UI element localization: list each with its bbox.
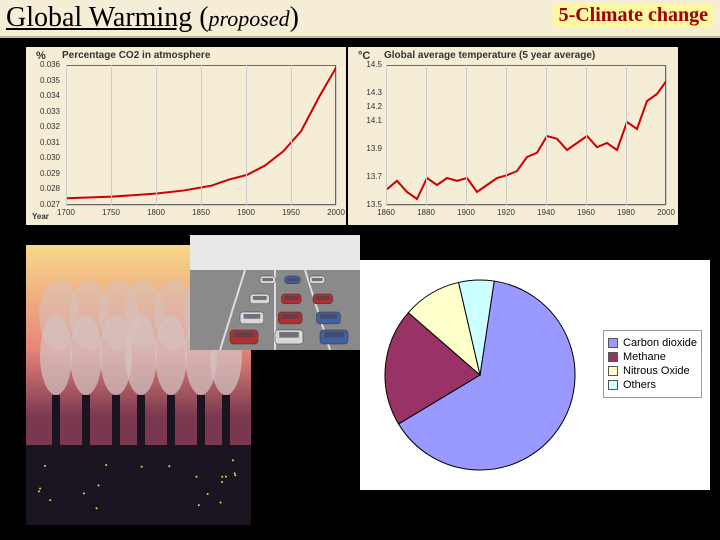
temp-ytick: 13.7 <box>354 172 382 181</box>
co2-chart-title: Percentage CO2 in atmosphere <box>62 50 210 61</box>
temp-xtick: 1860 <box>371 208 401 217</box>
title-text: Global Warming <box>6 2 192 33</box>
temp-ytick: 14.1 <box>354 116 382 125</box>
temp-chart-title: Global average temperature (5 year avera… <box>384 50 595 61</box>
paren-close: ) <box>290 2 299 33</box>
co2-xtick: 1950 <box>276 208 306 217</box>
legend-item: Methane <box>608 351 697 363</box>
co2-chart: % Percentage CO2 in atmosphere 0.0270.02… <box>26 47 346 225</box>
temp-ytick: 14.5 <box>354 60 382 69</box>
legend-item: Carbon dioxide <box>608 337 697 349</box>
legend-swatch <box>608 352 618 362</box>
co2-xtick: 1700 <box>51 208 81 217</box>
legend-item: Others <box>608 379 697 391</box>
co2-ytick: 0.028 <box>32 184 60 193</box>
slide-header: Global Warming (proposed) 5-Climate chan… <box>0 0 720 38</box>
pie-legend: Carbon dioxide Methane Nitrous Oxide Others <box>603 330 702 398</box>
co2-xtick: 1900 <box>231 208 261 217</box>
temp-plot-area <box>386 65 666 205</box>
temp-xtick: 1980 <box>611 208 641 217</box>
co2-ytick: 0.030 <box>32 153 60 162</box>
co2-ytick: 0.033 <box>32 107 60 116</box>
co2-line-svg <box>67 66 337 206</box>
temp-xtick: 1940 <box>531 208 561 217</box>
co2-ytick: 0.032 <box>32 122 60 131</box>
co2-ytick: 0.031 <box>32 138 60 147</box>
co2-ytick: 0.036 <box>32 60 60 69</box>
co2-xaxis-label: Year <box>32 212 49 221</box>
section-tag: 5-Climate change <box>553 3 714 28</box>
co2-xtick: 1750 <box>96 208 126 217</box>
title-subtext: proposed <box>209 6 290 31</box>
pie-svg <box>370 270 590 480</box>
legend-label: Others <box>623 379 656 391</box>
legend-swatch <box>608 366 618 376</box>
temp-line-svg <box>387 66 667 206</box>
temp-xtick: 1960 <box>571 208 601 217</box>
legend-label: Carbon dioxide <box>623 337 697 349</box>
page-title: Global Warming (proposed) <box>6 2 299 34</box>
legend-label: Nitrous Oxide <box>623 365 690 377</box>
co2-ytick: 0.029 <box>32 169 60 178</box>
temp-chart: °C Global average temperature (5 year av… <box>348 47 678 225</box>
temp-xtick: 1920 <box>491 208 521 217</box>
legend-label: Methane <box>623 351 666 363</box>
co2-xtick: 1850 <box>186 208 216 217</box>
temp-xtick: 2000 <box>651 208 681 217</box>
traffic-photo <box>190 235 360 350</box>
co2-xtick: 1800 <box>141 208 171 217</box>
temp-ytick: 14.2 <box>354 102 382 111</box>
legend-item: Nitrous Oxide <box>608 365 697 377</box>
pie-chart: Carbon dioxide Methane Nitrous Oxide Others <box>360 260 710 490</box>
traffic-svg <box>190 235 360 350</box>
paren-open: ( <box>199 2 208 33</box>
temp-ytick: 14.3 <box>354 88 382 97</box>
temp-ytick: 13.9 <box>354 144 382 153</box>
legend-swatch <box>608 338 618 348</box>
co2-xtick: 2000 <box>321 208 351 217</box>
temp-xtick: 1880 <box>411 208 441 217</box>
legend-swatch <box>608 380 618 390</box>
temp-xtick: 1900 <box>451 208 481 217</box>
co2-ytick: 0.035 <box>32 76 60 85</box>
co2-ytick: 0.034 <box>32 91 60 100</box>
